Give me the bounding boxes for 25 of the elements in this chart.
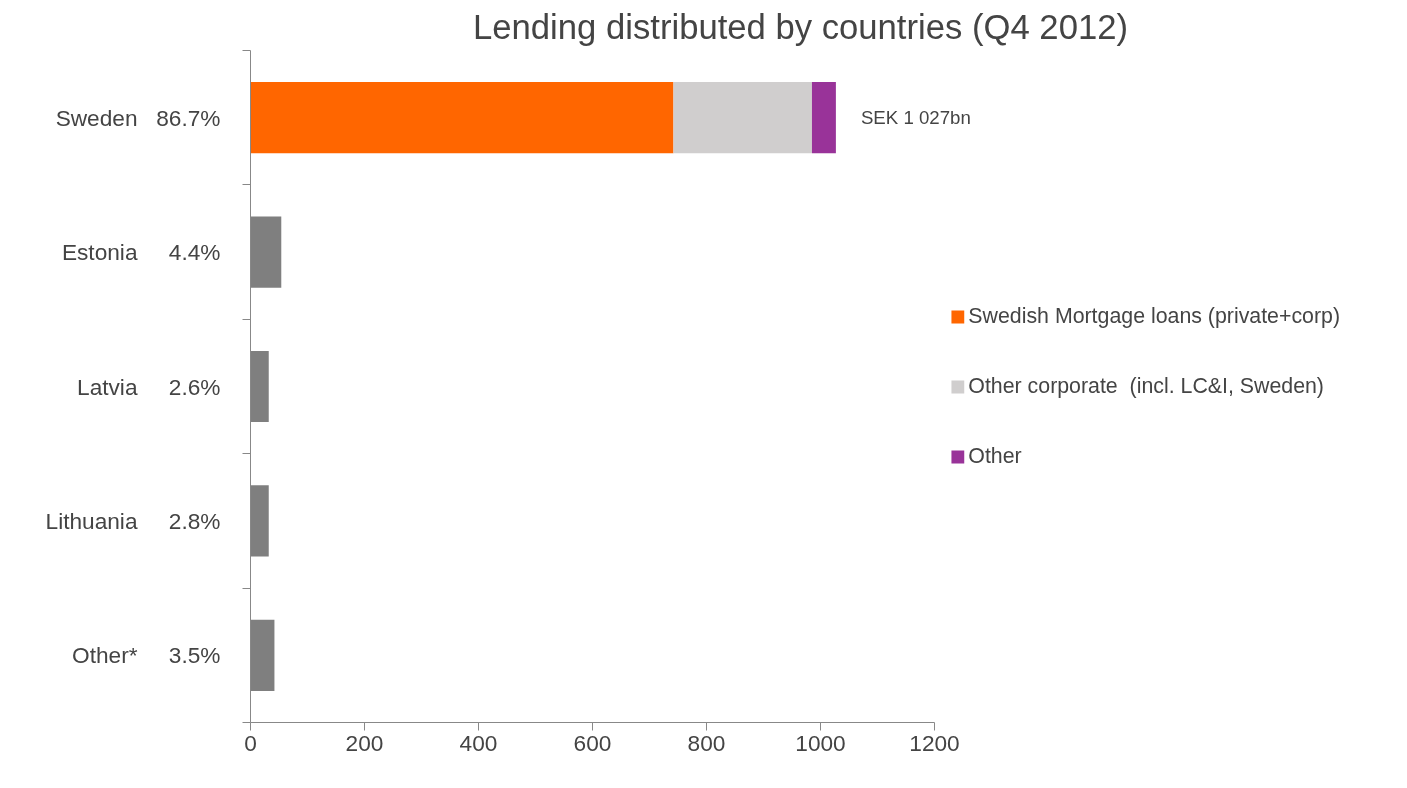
text: 2.6% bbox=[168, 373, 221, 400]
legend-label: Other corporate (incl. LC&I, Sweden) bbox=[968, 373, 1324, 399]
x-tick-label: 600 bbox=[573, 729, 612, 756]
text: 3.5% bbox=[168, 642, 221, 669]
annotation: SEK 1 027bn bbox=[860, 107, 971, 129]
chart-title: Lending distributed by countries (Q4 2012) bbox=[472, 7, 1129, 46]
legend-label: Other bbox=[968, 443, 1022, 469]
y-tick-label: Latvia bbox=[77, 373, 138, 400]
text: 86.7% bbox=[156, 104, 221, 131]
x-tick-label: 800 bbox=[687, 729, 726, 756]
y-tick-label: Estonia bbox=[61, 239, 138, 266]
y-tick-label: Sweden bbox=[55, 104, 138, 131]
x-tick-label: 0 bbox=[244, 729, 257, 756]
text: 4.4% bbox=[168, 239, 221, 266]
x-tick-label: 200 bbox=[345, 729, 384, 756]
legend-label: Swedish Mortgage loans (private+corp) bbox=[968, 303, 1340, 329]
bar bbox=[811, 82, 836, 154]
bar bbox=[250, 82, 674, 154]
y-tick-label: Lithuania bbox=[45, 507, 138, 534]
x-tick-label: 1200 bbox=[909, 729, 960, 756]
text: 2.8% bbox=[168, 507, 221, 534]
x-tick-label: 1000 bbox=[795, 729, 846, 756]
y-tick-label: Other* bbox=[72, 642, 138, 669]
x-tick-label: 400 bbox=[459, 729, 498, 756]
bar bbox=[673, 82, 812, 154]
